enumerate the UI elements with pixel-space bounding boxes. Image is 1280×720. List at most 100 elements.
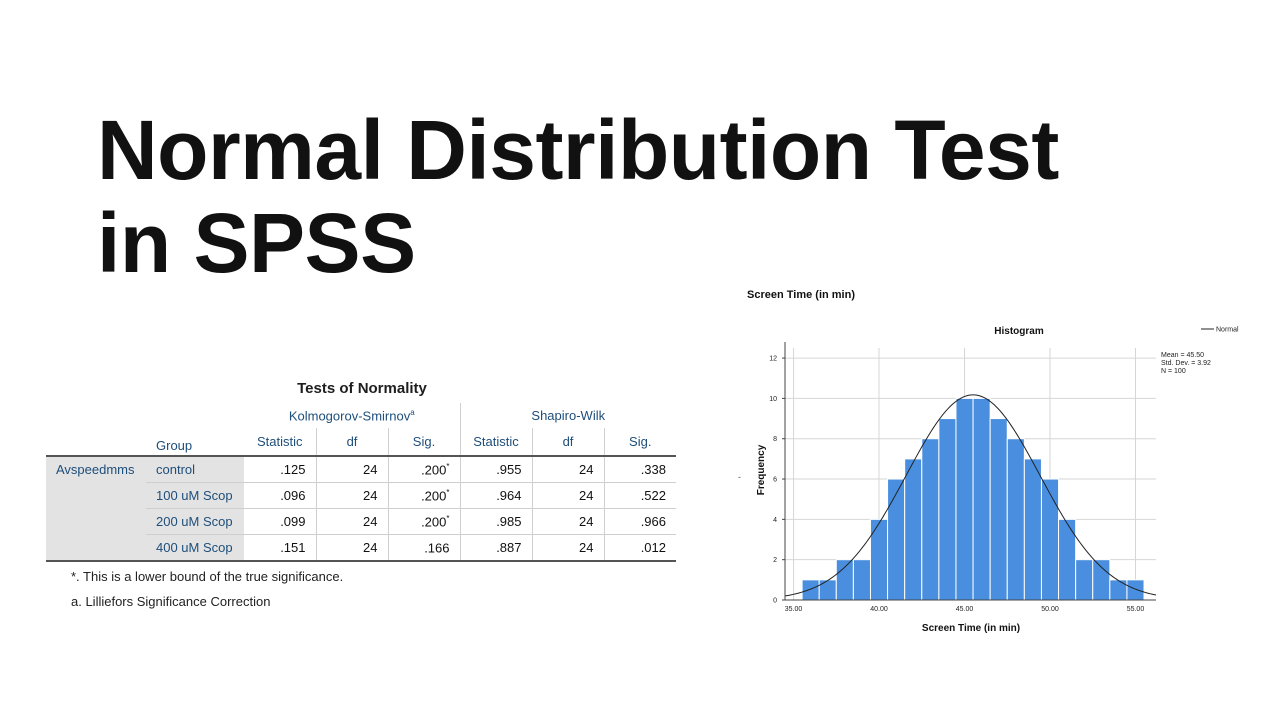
stats-box: Mean = 45.50 Std. Dev. = 3.92 N = 100 [1161,352,1211,375]
normal-curve [784,394,1157,597]
ks-sig: .200* [388,482,461,509]
histogram-bar [1006,438,1025,601]
sw-df-header: df [532,428,605,456]
ks-statistic-header: Statistic [244,428,317,456]
ks-sig: .200* [388,508,461,535]
x-tick-label: 45.00 [956,606,974,613]
slide-title-line-2: in SPSS [97,196,416,290]
ks-df: 24 [316,455,389,483]
ks-df: 24 [316,534,389,562]
sw-df: 24 [532,534,605,562]
sw-sig: .338 [604,455,676,483]
y-tick-label: 8 [773,436,777,443]
x-tick-label: 55.00 [1127,606,1145,613]
group-label: 100 uM Scop [146,482,244,509]
histogram-bar [921,438,940,601]
ks-statistic: .151 [244,534,317,562]
y-tick-label: 10 [769,396,777,403]
normality-grid: Kolmogorov-Smirnova Shapiro-Wilk Group S… [46,403,676,562]
histogram-bar [1023,458,1042,601]
footnote-a: a. Lilliefors Significance Correction [71,594,271,609]
sw-df: 24 [532,508,605,535]
y-axis-side-mark: - [738,472,741,482]
variable-label: Avspeedmms [46,455,146,562]
header-row-tests: Kolmogorov-Smirnova Shapiro-Wilk [46,403,676,428]
histogram-bar [955,397,974,601]
histogram-bar [818,579,837,601]
y-tick-label: 2 [773,557,777,564]
slide-title-line-1: Normal Distribution Test [97,103,1059,197]
table-row: Avspeedmms control .125 24 .200* .955 24… [46,455,676,562]
histogram-bar [1092,559,1111,601]
histogram-bars [801,397,1145,601]
sw-df: 24 [532,455,605,483]
histogram-bar [1040,478,1060,601]
y-tick-label: 4 [773,517,777,524]
group-label: control [146,455,244,483]
sw-sig-header: Sig. [629,434,652,449]
histogram-bar [801,579,820,601]
group-label: 400 uM Scop [146,534,244,562]
ks-df-header: df [316,428,389,456]
x-tick-labels: 35.00 40.00 45.00 50.00 55.00 [785,606,1145,613]
sw-statistic-header: Statistic [460,428,533,456]
sw-sig: .966 [604,508,676,535]
histogram-bar [1075,559,1094,601]
ks-statistic: .099 [244,508,317,535]
stats-mean: Mean = 45.50 [1161,352,1204,359]
legend-label: Normal [1216,327,1239,334]
sw-statistic: .964 [460,482,533,509]
ks-df: 24 [316,508,389,535]
y-tick-label: 12 [769,356,777,363]
ks-sig-header: Sig. [388,428,461,456]
stats-n: N = 100 [1161,368,1186,375]
group-header: Group [156,438,193,453]
sw-sig: .522 [604,482,676,509]
histogram-bar [1109,579,1128,601]
histogram-bar [869,518,889,601]
ks-header: Kolmogorov-Smirnova [244,403,461,428]
group-label: 200 uM Scop [146,508,244,535]
histogram-bar [989,418,1008,601]
sw-statistic: .985 [460,508,533,535]
x-tick-label: 35.00 [785,606,803,613]
y-tick-label: 0 [773,598,777,605]
normal-curve-layer [784,394,1157,597]
histogram-bar [835,559,854,601]
table-title: Tests of Normality [297,380,427,397]
histogram-bar [938,418,957,601]
slide-title: Normal Distribution Test in SPSS [97,104,1059,290]
sw-df: 24 [532,482,605,509]
sw-sig: .012 [604,534,676,562]
ks-statistic: .096 [244,482,317,509]
sw-statistic: .955 [460,455,533,483]
histogram-bar [972,397,991,601]
axes [782,342,1156,601]
histogram-bar [852,559,871,601]
chart-title: Histogram [994,326,1044,337]
sw-statistic: .887 [460,534,533,562]
histogram-chart: Screen Time (in min) Histogram Normal Me… [738,289,1239,634]
histogram-panel: Screen Time (in min) Histogram Normal Me… [730,280,1270,640]
histogram-bar [887,478,906,601]
x-tick-label: 50.00 [1041,606,1059,613]
table-row: 100 uM Scop .096 24 .200* .964 24 .522 [46,482,676,509]
y-axis-label: Frequency [756,444,767,495]
y-tick-labels: 0 2 4 6 8 10 12 [769,356,777,605]
ks-statistic: .125 [244,455,317,483]
ks-sig: .166 [388,534,461,562]
histogram-bar [904,458,923,601]
stats-sd: Std. Dev. = 3.92 [1161,360,1211,367]
header-row-columns: Group Statistic df Sig. Statistic df Sig… [46,428,676,456]
ks-df: 24 [316,482,389,509]
x-axis-label: Screen Time (in min) [922,623,1020,634]
ks-sig: .200* [388,455,461,483]
table-row: 400 uM Scop .151 24 .166 .887 24 .012 [46,534,676,562]
histogram-bar [1126,579,1145,601]
legend: Normal [1201,327,1239,334]
sw-header: Shapiro-Wilk [531,408,606,423]
tests-of-normality-table: Tests of Normality Kolmogorov-Smirnova S… [46,380,678,609]
y-tick-label: 6 [773,477,777,484]
table-row: 200 uM Scop .099 24 .200* .985 24 .966 [46,508,676,535]
x-tick-label: 40.00 [870,606,888,613]
